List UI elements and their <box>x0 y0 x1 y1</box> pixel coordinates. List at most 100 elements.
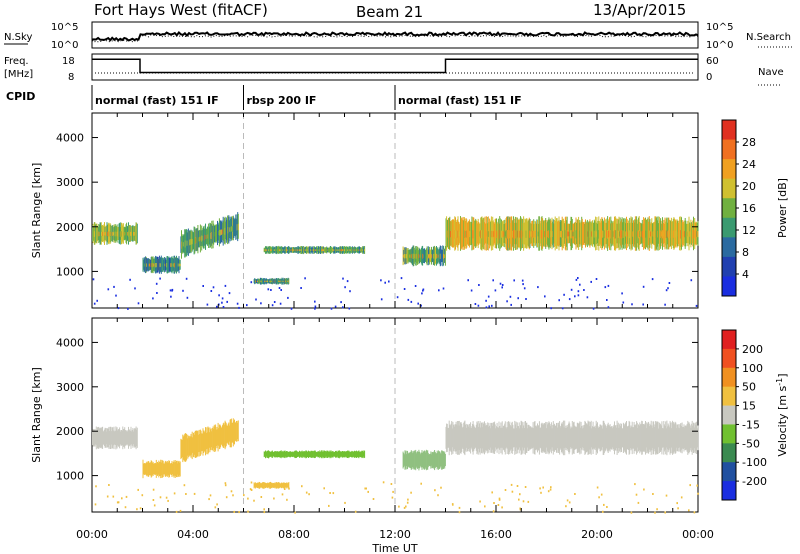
echo-cell <box>215 424 217 452</box>
echo-cell <box>438 248 440 263</box>
echo-core <box>564 230 566 239</box>
echo-cell <box>694 422 696 454</box>
echo-core <box>278 249 280 252</box>
echo-cell <box>294 450 296 459</box>
echo-cell <box>345 452 347 457</box>
echo-cell <box>310 450 312 458</box>
ground-scatter <box>519 493 521 496</box>
echo-cell <box>163 257 165 272</box>
echo-cell <box>566 424 568 451</box>
echo-cell <box>271 482 273 489</box>
echo-core <box>263 249 265 251</box>
ground-scatter <box>518 498 520 501</box>
echo-core <box>297 249 299 252</box>
echo-cell <box>110 226 112 241</box>
echo-cell <box>531 427 533 448</box>
echo-core <box>560 231 562 237</box>
ground-scatter <box>477 304 480 307</box>
echo-cell <box>164 461 166 477</box>
echo-cell <box>439 452 441 468</box>
echo-cell <box>278 482 280 489</box>
echo-cell <box>282 247 284 253</box>
echo-cell <box>566 427 568 449</box>
echo-cell <box>273 246 275 254</box>
echo-cell <box>639 424 641 452</box>
echo-cell <box>511 422 513 453</box>
echo-cell <box>134 428 136 448</box>
echo-cell <box>686 423 688 452</box>
echo-core <box>305 249 307 251</box>
echo-cell <box>556 423 557 453</box>
echo-cell <box>436 450 438 470</box>
echo-cell <box>540 223 542 244</box>
echo-cell <box>632 427 634 449</box>
echo-cell <box>485 423 487 453</box>
echo-cell <box>561 422 563 454</box>
echo-cell <box>277 451 278 458</box>
echo-core <box>520 230 522 239</box>
echo-cell <box>229 419 231 448</box>
echo-core <box>280 280 282 282</box>
echo-cell <box>235 421 237 442</box>
echo-cell <box>340 246 342 254</box>
echo-cell <box>215 224 217 243</box>
echo-cell <box>603 420 605 455</box>
echo-core <box>532 230 533 238</box>
echo-cell <box>227 215 229 245</box>
echo-cell <box>275 246 277 254</box>
echo-core <box>541 230 543 239</box>
echo-core <box>345 249 347 252</box>
echo-cell <box>268 450 270 459</box>
echo-cell <box>513 428 515 448</box>
echo-cell <box>326 450 328 458</box>
echo-cell <box>619 423 621 453</box>
echo-cell <box>420 249 422 263</box>
echo-cell <box>92 429 94 447</box>
echo-cell <box>631 218 633 249</box>
echo-cell <box>484 421 485 455</box>
echo-cell <box>626 426 628 450</box>
ground-scatter <box>642 303 644 306</box>
echo-cell <box>495 218 497 249</box>
echo-cell <box>674 219 676 248</box>
echo-core <box>464 230 466 238</box>
echo-cell <box>670 220 672 247</box>
echo-cell <box>675 428 677 448</box>
echo-core <box>271 280 273 283</box>
echo-cell <box>287 246 289 254</box>
ground-scatter <box>392 490 394 493</box>
echo-cell <box>593 426 595 449</box>
echo-core <box>446 230 448 238</box>
echo-cell <box>181 235 183 253</box>
echo-core <box>538 230 540 239</box>
echo-cell <box>487 217 489 250</box>
echo-cell <box>316 246 318 254</box>
ground-scatter <box>185 277 188 280</box>
echo-cell <box>521 421 523 455</box>
echo-cell <box>545 428 547 448</box>
echo-cell <box>532 427 533 449</box>
ground-scatter <box>212 286 215 289</box>
echo-cell <box>317 451 319 458</box>
echo-cell <box>573 422 574 454</box>
echo-cell <box>162 460 164 477</box>
echo-cell <box>569 223 571 244</box>
echo-cell <box>627 220 629 247</box>
ground-scatter <box>438 289 440 292</box>
echo-cell <box>653 421 655 455</box>
echo-cell <box>281 246 283 254</box>
echo-cell <box>463 220 465 247</box>
echo-cell <box>634 425 636 451</box>
echo-cell <box>337 247 339 253</box>
echo-cell <box>605 424 607 452</box>
echo-cell <box>353 451 355 458</box>
echo-cell <box>318 246 319 254</box>
echo-cell <box>190 433 192 458</box>
echo-cell <box>619 424 621 452</box>
echo-cell <box>657 421 659 454</box>
echo-cell <box>312 450 314 458</box>
echo-cell <box>635 424 637 452</box>
echo-cell <box>196 430 198 458</box>
echo-core <box>312 249 314 251</box>
echo-cell <box>536 425 538 451</box>
